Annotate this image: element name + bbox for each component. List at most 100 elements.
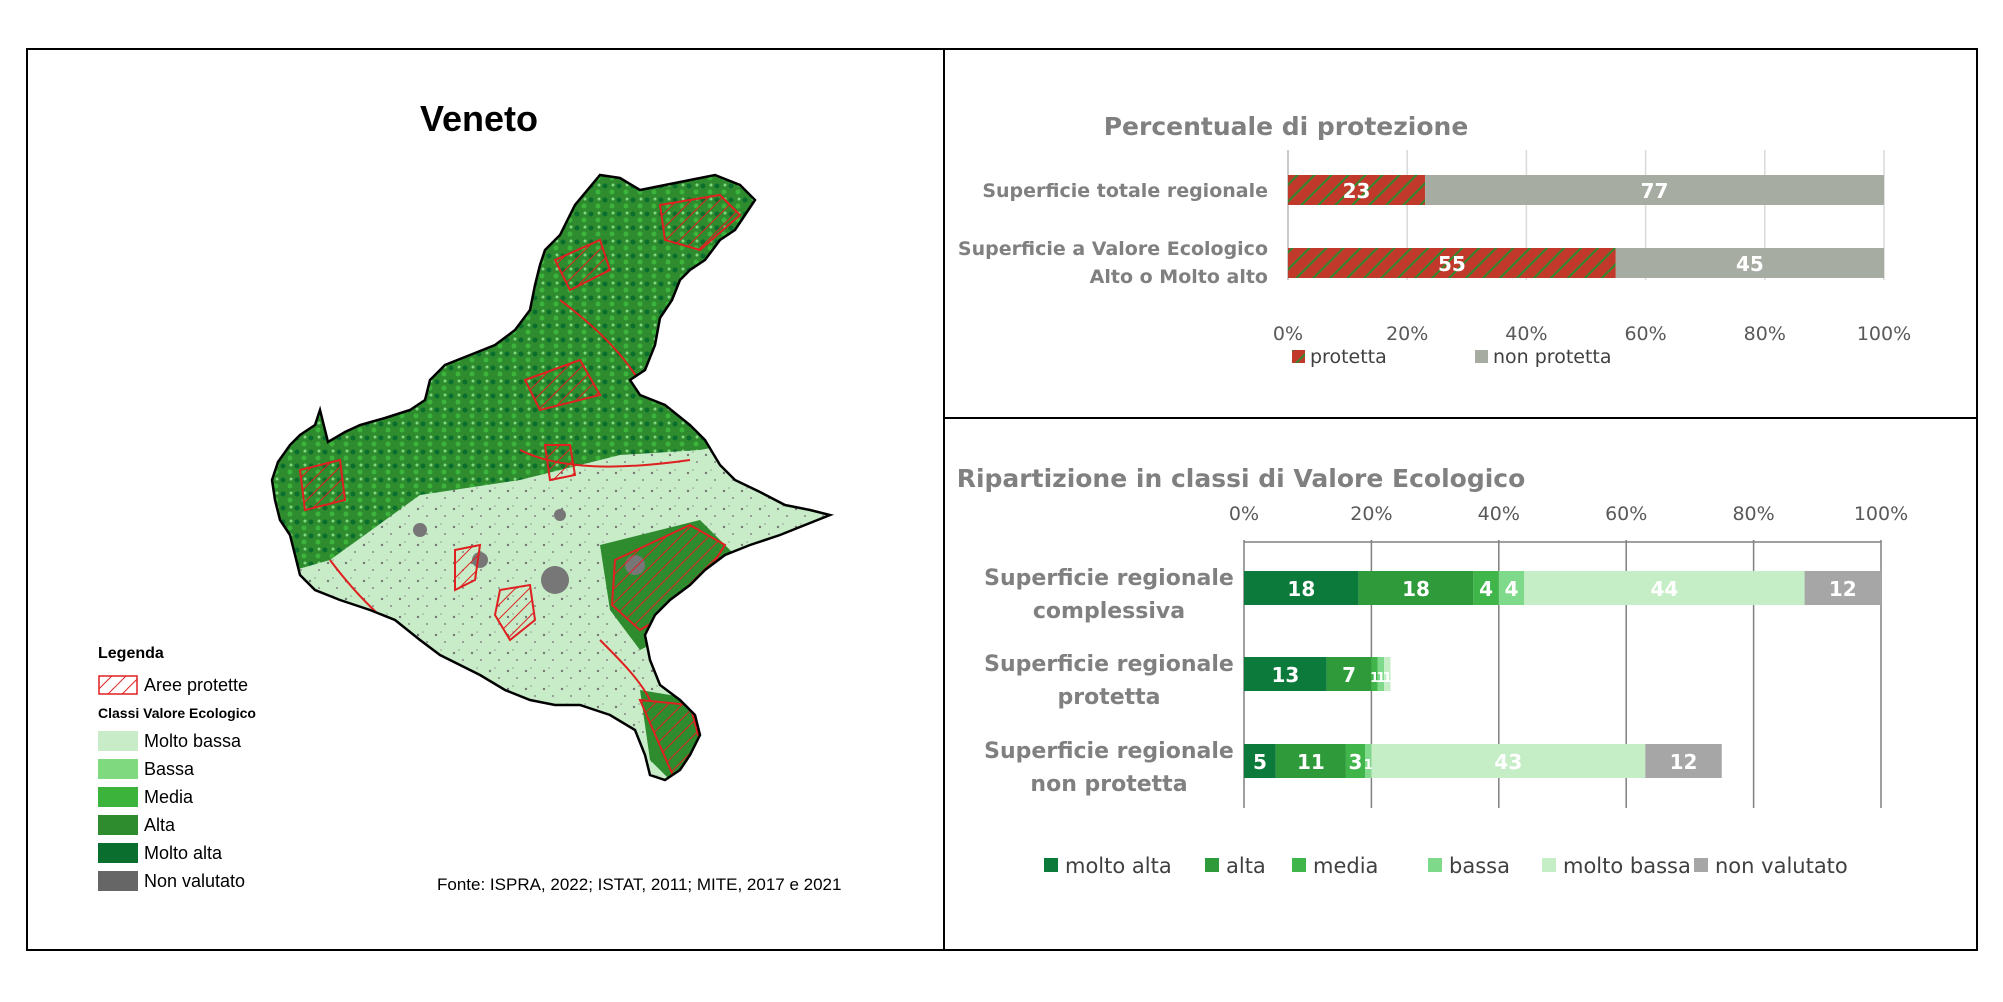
data-label: 18 <box>1402 577 1430 601</box>
legend-swatch <box>1475 350 1488 363</box>
legend-label: molto bassa <box>1563 854 1691 878</box>
chart-title: Ripartizione in classi di Valore Ecologi… <box>957 464 1526 493</box>
data-label: 1 <box>1364 758 1373 773</box>
legend-swatch <box>1292 350 1305 363</box>
bar-segment <box>1244 657 1327 691</box>
legend-class-list: Molto bassa Bassa Media Alta Molto alta Non v… <box>98 727 256 895</box>
data-label: 5 <box>1253 750 1267 774</box>
bar-segment <box>1288 175 1426 205</box>
bar-segment <box>1365 744 1372 778</box>
data-label: 12 <box>1829 577 1857 601</box>
data-label: 77 <box>1641 179 1669 203</box>
bar-segment <box>1371 744 1646 778</box>
ecological-classes-chart: Ripartizione in classi di Valore Ecologi… <box>957 464 1908 878</box>
bar-segment <box>1498 571 1525 605</box>
figure-frame <box>26 48 1978 951</box>
legend-protected-label: Aree protette <box>144 674 249 695</box>
legend-classes-title: Classi Valore Ecologico <box>98 705 256 721</box>
legend-protected: Aree protette <box>98 671 256 699</box>
legend-swatch <box>1292 858 1306 872</box>
bar-segment <box>1615 248 1884 278</box>
data-label: 11 <box>1297 750 1325 774</box>
legend-class-item: Bassa <box>98 755 256 783</box>
legend-class-item: Non valutato <box>98 867 256 895</box>
data-label: 45 <box>1736 252 1764 276</box>
bar-segment <box>1326 657 1372 691</box>
x-tick-label: 100% <box>1854 503 1908 525</box>
data-label: 7 <box>1342 663 1356 687</box>
category-label: Superficie totale regionale <box>982 180 1268 202</box>
bar-segment <box>1288 248 1616 278</box>
category-label: protetta <box>1057 685 1160 710</box>
legend-class-label: Bassa <box>144 758 195 779</box>
panel-divider-horizontal <box>943 417 1978 419</box>
x-tick-label: 40% <box>1505 323 1547 345</box>
data-label: 18 <box>1287 577 1315 601</box>
data-label: 4 <box>1505 577 1519 601</box>
legend-class-label: Molto alta <box>144 842 223 863</box>
data-label: 13 <box>1271 663 1299 687</box>
bar-segment <box>1425 175 1884 205</box>
data-label: 55 <box>1438 252 1466 276</box>
legend-swatch <box>1044 858 1058 872</box>
legend-class-label: Non valutato <box>144 870 246 891</box>
x-tick-label: 60% <box>1624 323 1666 345</box>
legend-class-swatch <box>98 787 138 807</box>
legend-title: Legenda <box>98 645 164 662</box>
x-tick-label: 0% <box>1273 323 1303 345</box>
bar-segment <box>1275 744 1346 778</box>
data-label: 12 <box>1670 750 1698 774</box>
legend-class-item: Molto bassa <box>98 727 256 755</box>
data-label: 23 <box>1343 179 1371 203</box>
legend-swatch <box>1428 858 1442 872</box>
bar-segment <box>1473 571 1499 605</box>
legend-label: alta <box>1226 854 1266 878</box>
x-tick-label: 40% <box>1478 503 1520 525</box>
x-tick-label: 20% <box>1350 503 1392 525</box>
veneto-map <box>270 173 832 782</box>
panel-divider-vertical <box>943 48 945 951</box>
x-tick-label: 100% <box>1857 323 1911 345</box>
legend-swatch <box>1205 858 1219 872</box>
legend-label: protetta <box>1310 346 1387 368</box>
data-label: 1 <box>1383 671 1392 686</box>
bar-segment <box>1377 657 1385 691</box>
legend-swatch <box>1542 858 1556 872</box>
bar-segment <box>1524 571 1805 605</box>
bar-segment <box>1345 744 1366 778</box>
category-label: Superficie regionale <box>984 652 1234 677</box>
legend-label: molto alta <box>1065 854 1172 878</box>
x-tick-label: 60% <box>1605 503 1647 525</box>
category-label: Superficie regionale <box>984 566 1234 591</box>
bar-segment <box>1244 744 1276 778</box>
legend-class-swatch <box>98 731 138 751</box>
x-tick-label: 80% <box>1744 323 1786 345</box>
bar-segment <box>1358 571 1474 605</box>
protected-area-swatch <box>98 675 138 695</box>
data-label: 44 <box>1650 577 1678 601</box>
legend-class-label: Media <box>144 786 194 807</box>
legend-class-item: Media <box>98 783 256 811</box>
legend-class-swatch <box>98 759 138 779</box>
data-label: 3 <box>1349 750 1363 774</box>
legend-class-swatch <box>98 843 138 863</box>
x-tick-label: 80% <box>1732 503 1774 525</box>
data-label: 43 <box>1494 750 1522 774</box>
bar-segment <box>1645 744 1722 778</box>
legend-class-swatch <box>98 815 138 835</box>
bar-segment <box>1384 657 1391 691</box>
legend-label: bassa <box>1449 854 1510 878</box>
bar-segment <box>1371 657 1378 691</box>
chart-title: Percentuale di protezione <box>1104 112 1469 141</box>
protection-chart: Percentuale di protezione 0% 20% 40% 60% 80% 1… <box>958 112 1911 368</box>
category-label: Superficie a Valore Ecologico <box>958 238 1268 260</box>
legend-class-label: Alta <box>144 814 176 835</box>
legend-swatch <box>1694 858 1708 872</box>
map-title: Veneto <box>420 98 539 139</box>
legend-label: non valutato <box>1715 854 1848 878</box>
category-label: Superficie regionale <box>984 739 1234 764</box>
bar-segment <box>1804 571 1881 605</box>
legend-class-item: Alta <box>98 811 256 839</box>
data-label: 4 <box>1479 577 1493 601</box>
x-tick-label: 0% <box>1229 503 1259 525</box>
